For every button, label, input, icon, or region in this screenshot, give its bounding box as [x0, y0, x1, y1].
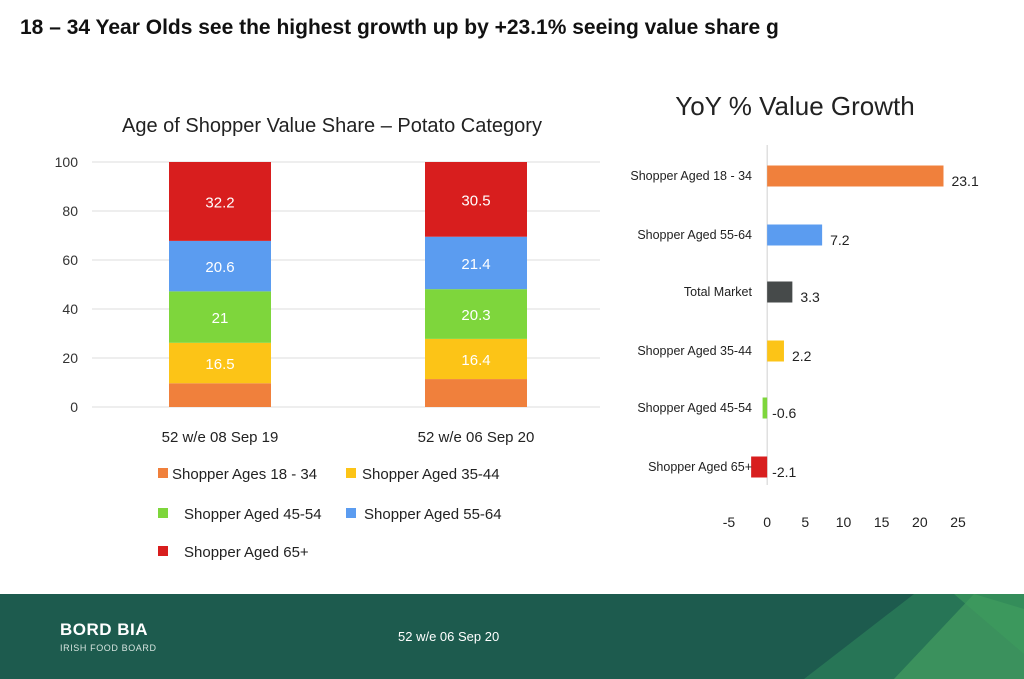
y-tick-label: 40: [62, 301, 78, 317]
growth-chart-title: YoY % Value Growth: [675, 91, 914, 121]
stack-segment: [425, 379, 527, 407]
footer-bar: BORD BIA IRISH FOOD BOARD 52 w/e 06 Sep …: [0, 594, 1024, 679]
stacked-share-chart: Age of Shopper Value Share – Potato Cate…: [55, 115, 600, 561]
x-tick-label: 0: [763, 514, 771, 530]
footer-decoration: [804, 594, 1024, 679]
x-category-label: 52 w/e 06 Sep 20: [418, 429, 535, 446]
brand-subtitle: IRISH FOOD BOARD: [60, 643, 157, 653]
y-tick-label: 60: [62, 252, 78, 268]
growth-value-label: 2.2: [792, 348, 812, 364]
x-tick-label: -5: [723, 514, 736, 530]
growth-value-label: 3.3: [800, 289, 820, 305]
stack-segment: [169, 342, 271, 384]
stack-segment: [169, 162, 271, 241]
stack-segment: [169, 291, 271, 343]
yoy-growth-chart: YoY % Value Growth Shopper Aged 18 - 34 23…: [630, 91, 979, 530]
growth-category-label: Shopper Aged 45-54: [637, 401, 752, 415]
growth-category-label: Total Market: [684, 285, 753, 299]
stack-segment: [425, 289, 527, 339]
legend-label: Shopper Ages 18 - 34: [172, 466, 317, 483]
segment-value-label: 32.2: [205, 194, 234, 211]
growth-bar: [751, 456, 768, 478]
growth-value-label: 23.1: [951, 173, 978, 189]
stack-segment: [425, 236, 527, 290]
legend-swatch: [346, 508, 356, 518]
legend-label: Shopper Aged 65+: [184, 544, 309, 561]
growth-value-label: -2.1: [772, 464, 796, 480]
growth-bar: [762, 397, 768, 419]
growth-value-label: 7.2: [830, 232, 850, 248]
growth-category-label: Shopper Aged 35-44: [637, 344, 752, 358]
segment-value-label: 30.5: [461, 192, 490, 209]
growth-category-label: Shopper Aged 65+: [648, 460, 752, 474]
legend-swatch: [158, 468, 168, 478]
growth-bar: [767, 281, 793, 303]
x-tick-label: 25: [950, 514, 966, 530]
stack-segment: [169, 383, 271, 407]
page-headline: 18 – 34 Year Olds see the highest growth…: [20, 16, 779, 39]
period-label: 52 w/e 06 Sep 20: [398, 629, 500, 644]
y-tick-label: 20: [62, 350, 78, 366]
segment-value-label: 20.3: [461, 307, 490, 324]
legend-label: Shopper Aged 55-64: [364, 506, 502, 523]
y-tick-label: 0: [70, 399, 78, 415]
stack-segment: [169, 240, 271, 292]
segment-value-label: 21: [212, 310, 229, 327]
legend-swatch: [346, 468, 356, 478]
growth-category-label: Shopper Aged 18 - 34: [630, 169, 752, 183]
segment-value-label: 16.5: [205, 356, 234, 373]
legend-label: Shopper Aged 35-44: [362, 466, 500, 483]
stack-segment: [425, 338, 527, 380]
stack-segment: [425, 162, 527, 237]
brand-logo-text: BORD BIA: [60, 620, 149, 639]
x-tick-label: 5: [801, 514, 809, 530]
legend-swatch: [158, 508, 168, 518]
y-tick-label: 80: [62, 203, 78, 219]
segment-value-label: 20.6: [205, 259, 234, 276]
stack-chart-title: Age of Shopper Value Share – Potato Cate…: [122, 115, 542, 137]
y-tick-label: 100: [55, 154, 79, 170]
growth-value-label: -0.6: [772, 405, 796, 421]
x-tick-label: 15: [874, 514, 890, 530]
x-category-label: 52 w/e 08 Sep 19: [162, 429, 279, 446]
segment-value-label: 16.4: [461, 352, 490, 369]
x-tick-label: 10: [836, 514, 852, 530]
growth-category-label: Shopper Aged 55-64: [637, 228, 752, 242]
legend-swatch: [158, 546, 168, 556]
segment-value-label: 21.4: [461, 256, 490, 273]
growth-bar: [767, 340, 784, 362]
growth-bar: [767, 224, 823, 246]
x-tick-label: 20: [912, 514, 928, 530]
growth-bar: [767, 165, 944, 187]
legend-label: Shopper Aged 45-54: [184, 506, 322, 523]
